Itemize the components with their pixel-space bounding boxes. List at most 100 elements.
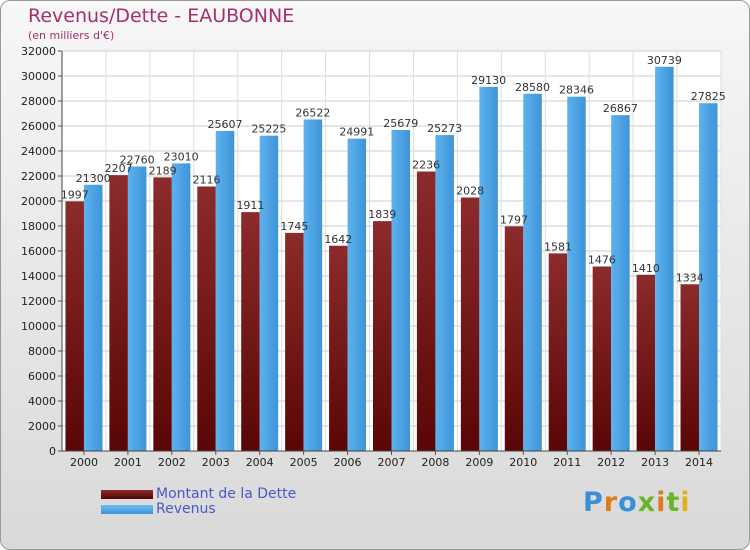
value-label-dette-2005: 1745 xyxy=(280,220,308,233)
logo-letter: x xyxy=(637,487,657,518)
bar-dette-2006 xyxy=(329,245,348,451)
value-label-revenus-2001: 22760 xyxy=(120,154,155,167)
value-label-dette-2011: 1581 xyxy=(544,240,572,253)
value-label-dette-2010: 1797 xyxy=(500,213,528,226)
bar-dette-2000 xyxy=(65,201,84,451)
y-tick-label: 2000 xyxy=(28,420,56,433)
bar-dette-2013 xyxy=(636,274,656,451)
value-label-dette-2013: 1410 xyxy=(632,262,660,275)
value-label-revenus-2014: 27825 xyxy=(691,90,726,103)
x-tick-label-2006: 2006 xyxy=(334,456,362,469)
bar-revenus-2014 xyxy=(699,103,718,451)
bar-dette-2012 xyxy=(592,266,612,451)
bar-dette-2002 xyxy=(153,177,172,451)
bar-dette-2005 xyxy=(285,232,304,451)
bar-revenus-2005 xyxy=(303,119,323,451)
value-label-dette-2009: 2028 xyxy=(456,185,484,198)
bar-revenus-2008 xyxy=(435,135,454,451)
x-tick-label-2010: 2010 xyxy=(509,456,537,469)
x-tick-label-2001: 2001 xyxy=(114,456,142,469)
bar-dette-2009 xyxy=(460,197,480,451)
y-tick-label: 4000 xyxy=(28,395,56,408)
value-label-revenus-2011: 28346 xyxy=(559,84,594,97)
bar-revenus-2000 xyxy=(83,184,103,451)
value-label-revenus-2010: 28580 xyxy=(515,81,550,94)
bars-layer xyxy=(65,66,718,452)
legend-label-revenus: Revenus xyxy=(156,501,216,517)
bar-dette-2011 xyxy=(548,253,568,451)
y-tick-label: 6000 xyxy=(28,370,56,383)
value-label-revenus-2006: 24991 xyxy=(339,126,374,139)
x-tick-label-2005: 2005 xyxy=(290,456,318,469)
y-tick-label: 28000 xyxy=(21,95,56,108)
logo-letter: o xyxy=(618,487,638,518)
y-tick-label: 26000 xyxy=(21,120,56,133)
bar-dette-2007 xyxy=(373,221,392,451)
x-tick-label-2014: 2014 xyxy=(685,456,713,469)
axis-layer: 0 2000 4000 6000 8000 10000 12000 14000 16000 180… xyxy=(21,45,721,469)
value-label-revenus-2002: 23010 xyxy=(164,150,199,163)
bar-revenus-2006 xyxy=(347,138,367,452)
bar-dette-2004 xyxy=(241,212,260,451)
y-tick-label: 12000 xyxy=(21,295,56,308)
bar-dette-2010 xyxy=(504,226,524,451)
chart-subtitle: (en milliers d'€) xyxy=(28,29,115,42)
x-tick-label-2000: 2000 xyxy=(70,456,98,469)
chart-title: Revenus/Dette - EAUBONNE xyxy=(28,5,295,27)
value-label-dette-2012: 1476 xyxy=(588,254,616,267)
value-label-revenus-2005: 26522 xyxy=(295,106,330,119)
bar-revenus-2002 xyxy=(171,163,191,451)
bar-revenus-2012 xyxy=(611,115,630,451)
y-tick-label: 18000 xyxy=(21,220,56,233)
bar-revenus-2001 xyxy=(127,166,147,451)
y-tick-label: 30000 xyxy=(21,70,56,83)
x-tick-label-2004: 2004 xyxy=(246,456,274,469)
value-label-dette-2002: 2189 xyxy=(149,164,177,177)
x-tick-label-2013: 2013 xyxy=(641,456,669,469)
value-label-dette-2006: 1642 xyxy=(324,233,352,246)
x-tick-label-2009: 2009 xyxy=(465,456,493,469)
y-tick-label: 14000 xyxy=(21,270,56,283)
bar-revenus-2013 xyxy=(655,66,674,451)
value-label-revenus-2009: 29130 xyxy=(471,74,506,87)
x-tick-label-2002: 2002 xyxy=(158,456,186,469)
y-tick-label: 16000 xyxy=(21,245,56,258)
x-tick-label-2011: 2011 xyxy=(553,456,581,469)
bar-revenus-2003 xyxy=(215,130,235,451)
x-tick-label-2012: 2012 xyxy=(597,456,625,469)
y-tick-label: 32000 xyxy=(21,45,56,58)
y-tick-label: 24000 xyxy=(21,145,56,158)
value-label-revenus-2007: 25679 xyxy=(383,117,418,130)
bar-dette-2008 xyxy=(416,171,436,451)
logo-letter: r xyxy=(603,487,619,518)
value-label-revenus-2013: 30739 xyxy=(647,54,682,67)
bar-revenus-2011 xyxy=(567,96,586,452)
x-tick-label-2008: 2008 xyxy=(421,456,449,469)
bar-revenus-2004 xyxy=(259,135,279,451)
bar-revenus-2007 xyxy=(391,130,410,451)
y-tick-label: 10000 xyxy=(21,320,56,333)
logo-letter: i xyxy=(656,487,667,518)
bar-dette-2001 xyxy=(109,175,128,451)
logo-letter: t xyxy=(666,487,681,518)
value-label-dette-2007: 1839 xyxy=(368,208,396,221)
value-label-dette-2004: 1911 xyxy=(236,199,264,212)
logo-letter: P xyxy=(583,487,604,518)
value-label-revenus-2003: 25607 xyxy=(208,118,243,131)
value-label-dette-2008: 2236 xyxy=(412,159,440,172)
value-label-dette-2001: 2207 xyxy=(105,162,133,175)
bar-revenus-2010 xyxy=(523,93,542,451)
bar-dette-2014 xyxy=(680,284,700,451)
legend-swatch-dette xyxy=(101,490,153,499)
proxiti-logo: Proxiti xyxy=(583,487,691,518)
legend-label-dette: Montant de la Dette xyxy=(156,486,297,502)
y-tick-label: 8000 xyxy=(28,345,56,358)
legend-swatch-revenus xyxy=(101,505,153,514)
value-label-revenus-2004: 25225 xyxy=(251,123,286,136)
value-label-dette-2003: 2116 xyxy=(193,174,221,187)
bar-dette-2003 xyxy=(197,186,216,451)
x-tick-label-2003: 2003 xyxy=(202,456,230,469)
